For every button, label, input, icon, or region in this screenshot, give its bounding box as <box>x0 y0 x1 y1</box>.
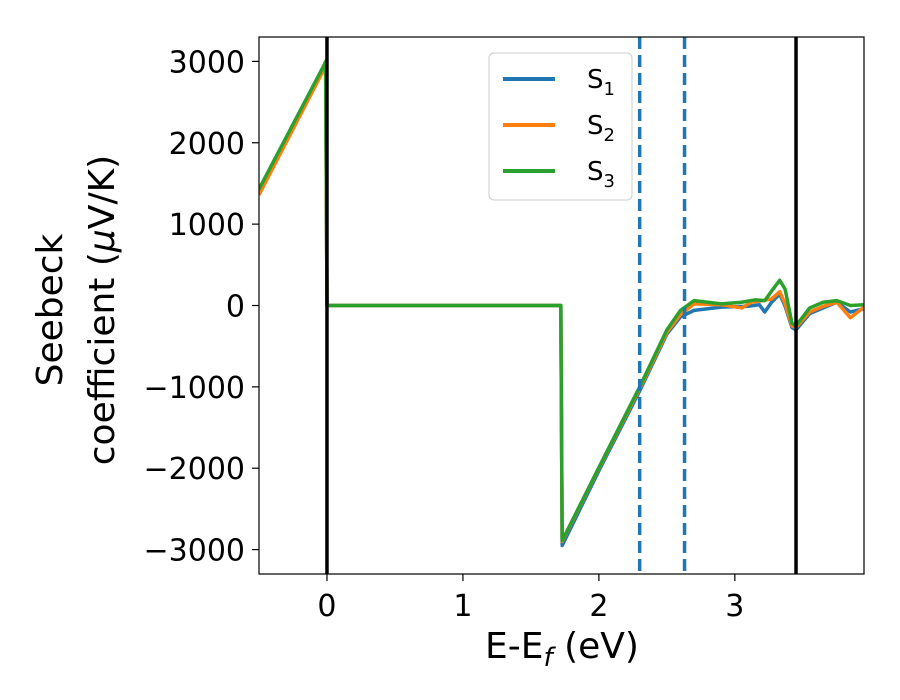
x-tick-label: 2 <box>589 589 608 624</box>
plot-area <box>259 37 864 574</box>
legend-label-1: S1 <box>587 65 615 100</box>
x-axis-title-unit: (eV) <box>553 626 639 667</box>
y-tick-label: 2000 <box>169 127 245 162</box>
y-axis-title-line1: Seebeck <box>30 233 71 386</box>
y-tick-label: −1000 <box>144 371 245 406</box>
series-line-3 <box>259 59 864 543</box>
y-tick-label: −3000 <box>144 534 245 569</box>
y-axis-title-mu: μ <box>82 229 123 253</box>
legend-label-2: S2 <box>587 111 615 146</box>
y-tick-label: 3000 <box>169 45 245 80</box>
legend: S1 S2 S3 <box>488 52 633 201</box>
x-axis-title-main: E-E <box>485 626 543 667</box>
y-tick-label: 0 <box>226 290 245 325</box>
y-axis-title: Seebeck coefficient (μV/K) <box>30 155 123 465</box>
x-axis-title: E-Ef (eV) <box>485 626 639 673</box>
y-axis-title-prefix: coefficient ( <box>82 252 123 465</box>
y-axis-title-suffix: V/K) <box>82 155 123 229</box>
y-tick-label: −2000 <box>144 452 245 487</box>
x-tick-label: 3 <box>725 589 744 624</box>
y-axis-title-line2: coefficient (μV/K) <box>82 155 123 465</box>
legend-label-3: S3 <box>587 157 615 192</box>
legend-box <box>488 52 633 201</box>
x-tick-label: 0 <box>317 589 336 624</box>
x-tick-label: 1 <box>453 589 472 624</box>
ticks: 0 1 2 3 3000 2000 1000 0 −1000 −2000 −3000 <box>144 45 745 624</box>
y-tick-label: 1000 <box>169 208 245 243</box>
